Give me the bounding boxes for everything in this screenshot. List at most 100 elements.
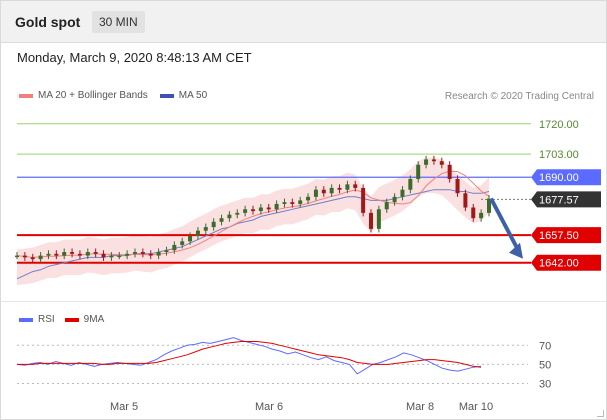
candle-body	[235, 212, 240, 215]
candle-body	[392, 196, 397, 203]
rsi-ma-line	[17, 341, 482, 368]
candle-body	[38, 255, 43, 260]
candle-body	[46, 253, 51, 256]
candle-body	[455, 179, 460, 194]
candle-body	[487, 198, 491, 213]
candle-body	[361, 187, 366, 213]
candle-body	[376, 209, 381, 229]
candle-body	[251, 209, 255, 212]
legend-rsi-label: RSI	[38, 314, 55, 325]
candle-body	[243, 209, 248, 213]
resize-handle[interactable]	[597, 410, 604, 417]
price-label-1690.00: 1690.00	[539, 172, 579, 184]
candle-body	[447, 164, 452, 180]
price-label-1720.00: 1720.00	[539, 119, 579, 131]
timestamp: Monday, March 9, 2020 8:48:13 AM CET	[17, 50, 252, 65]
candle-body	[219, 218, 224, 222]
candle-body	[188, 236, 193, 242]
ma20-swatch	[19, 93, 33, 98]
candle-body	[180, 241, 185, 245]
price-label-1677.57: 1677.57	[539, 194, 579, 206]
candle-body	[62, 252, 67, 256]
candle-body	[172, 244, 177, 251]
candle-body	[290, 202, 295, 204]
candle-body	[156, 252, 161, 256]
x-axis-label: Mar 6	[255, 401, 283, 413]
rsi-ma-swatch	[64, 317, 79, 322]
candle-body	[400, 189, 405, 197]
candle-body	[140, 252, 145, 254]
rsi-level-label-50: 50	[539, 359, 551, 371]
widget-header: Gold spot 30 MIN	[1, 1, 606, 43]
rsi-level-label-30: 30	[539, 378, 551, 390]
candle-body	[266, 207, 271, 210]
candle-body	[133, 252, 137, 254]
ma50-line	[16, 189, 490, 280]
candle-body	[15, 255, 19, 258]
candle-body	[313, 189, 318, 197]
legend-ma50-label: MA 50	[178, 90, 208, 101]
price-label-1657.50: 1657.50	[539, 230, 579, 242]
candle-body	[282, 202, 287, 204]
x-axis-label: Mar 5	[110, 401, 138, 413]
candle-body	[148, 253, 153, 256]
legend-ma20-label: MA 20 + Bollinger Bands	[38, 90, 148, 101]
candle-body	[117, 255, 122, 258]
rsi-legend: RSI 9MA	[19, 314, 104, 325]
candle-body	[306, 196, 311, 201]
candle-body	[431, 159, 436, 162]
forecast-arrow-shaft	[489, 197, 521, 253]
timeframe-button[interactable]: 30 MIN	[92, 11, 145, 33]
candle-body	[164, 250, 169, 253]
price-label-1642.00: 1642.00	[539, 258, 579, 270]
ma50-swatch	[159, 93, 174, 98]
price-label-1703.00: 1703.00	[539, 149, 579, 161]
candle-body	[211, 221, 216, 228]
candle-body	[203, 227, 208, 231]
candle-body	[408, 179, 413, 190]
candle-body	[471, 207, 476, 219]
candle-body	[479, 212, 484, 219]
candle-body	[125, 253, 130, 256]
candle-body	[227, 214, 232, 219]
candle-body	[416, 164, 421, 180]
x-axis-label: Mar 10	[459, 401, 493, 413]
candle-body	[369, 212, 373, 229]
candle-body	[298, 200, 303, 204]
candle-body	[329, 187, 334, 194]
candle-body	[424, 159, 429, 165]
price-legend: MA 20 + Bollinger Bands MA 50	[19, 90, 207, 101]
candle-body	[337, 187, 342, 190]
candle-body	[77, 253, 82, 256]
candle-body	[258, 207, 263, 212]
candle-body	[54, 253, 59, 256]
price-tag-1677.57	[531, 191, 601, 208]
rsi-line	[16, 337, 482, 375]
candle-body	[353, 184, 358, 188]
candle-body	[101, 253, 106, 258]
candle-body	[195, 230, 200, 237]
forecast-arrow-head	[509, 242, 523, 259]
candle-body	[70, 252, 75, 254]
candle-body	[30, 257, 35, 260]
candle-body	[384, 202, 389, 210]
panel-divider	[1, 301, 606, 302]
x-axis-label: Mar 8	[406, 401, 434, 413]
candle-body	[109, 255, 114, 258]
candle-body	[345, 184, 350, 190]
price-tag-1690.00	[531, 169, 601, 186]
candle-body	[463, 193, 468, 208]
rsi-swatch	[19, 317, 33, 322]
research-credit: Research © 2020 Trading Central	[444, 91, 594, 102]
candle-body	[274, 203, 279, 210]
price-tag-1657.50	[531, 227, 601, 244]
legend-rsi-ma-label: 9MA	[83, 314, 105, 325]
price-tag-1642.00	[531, 254, 601, 271]
candle-body	[93, 252, 98, 254]
candle-body	[85, 252, 90, 256]
rsi-level-label-70: 70	[539, 340, 551, 352]
candle-body	[321, 189, 326, 194]
candle-body	[22, 255, 27, 258]
